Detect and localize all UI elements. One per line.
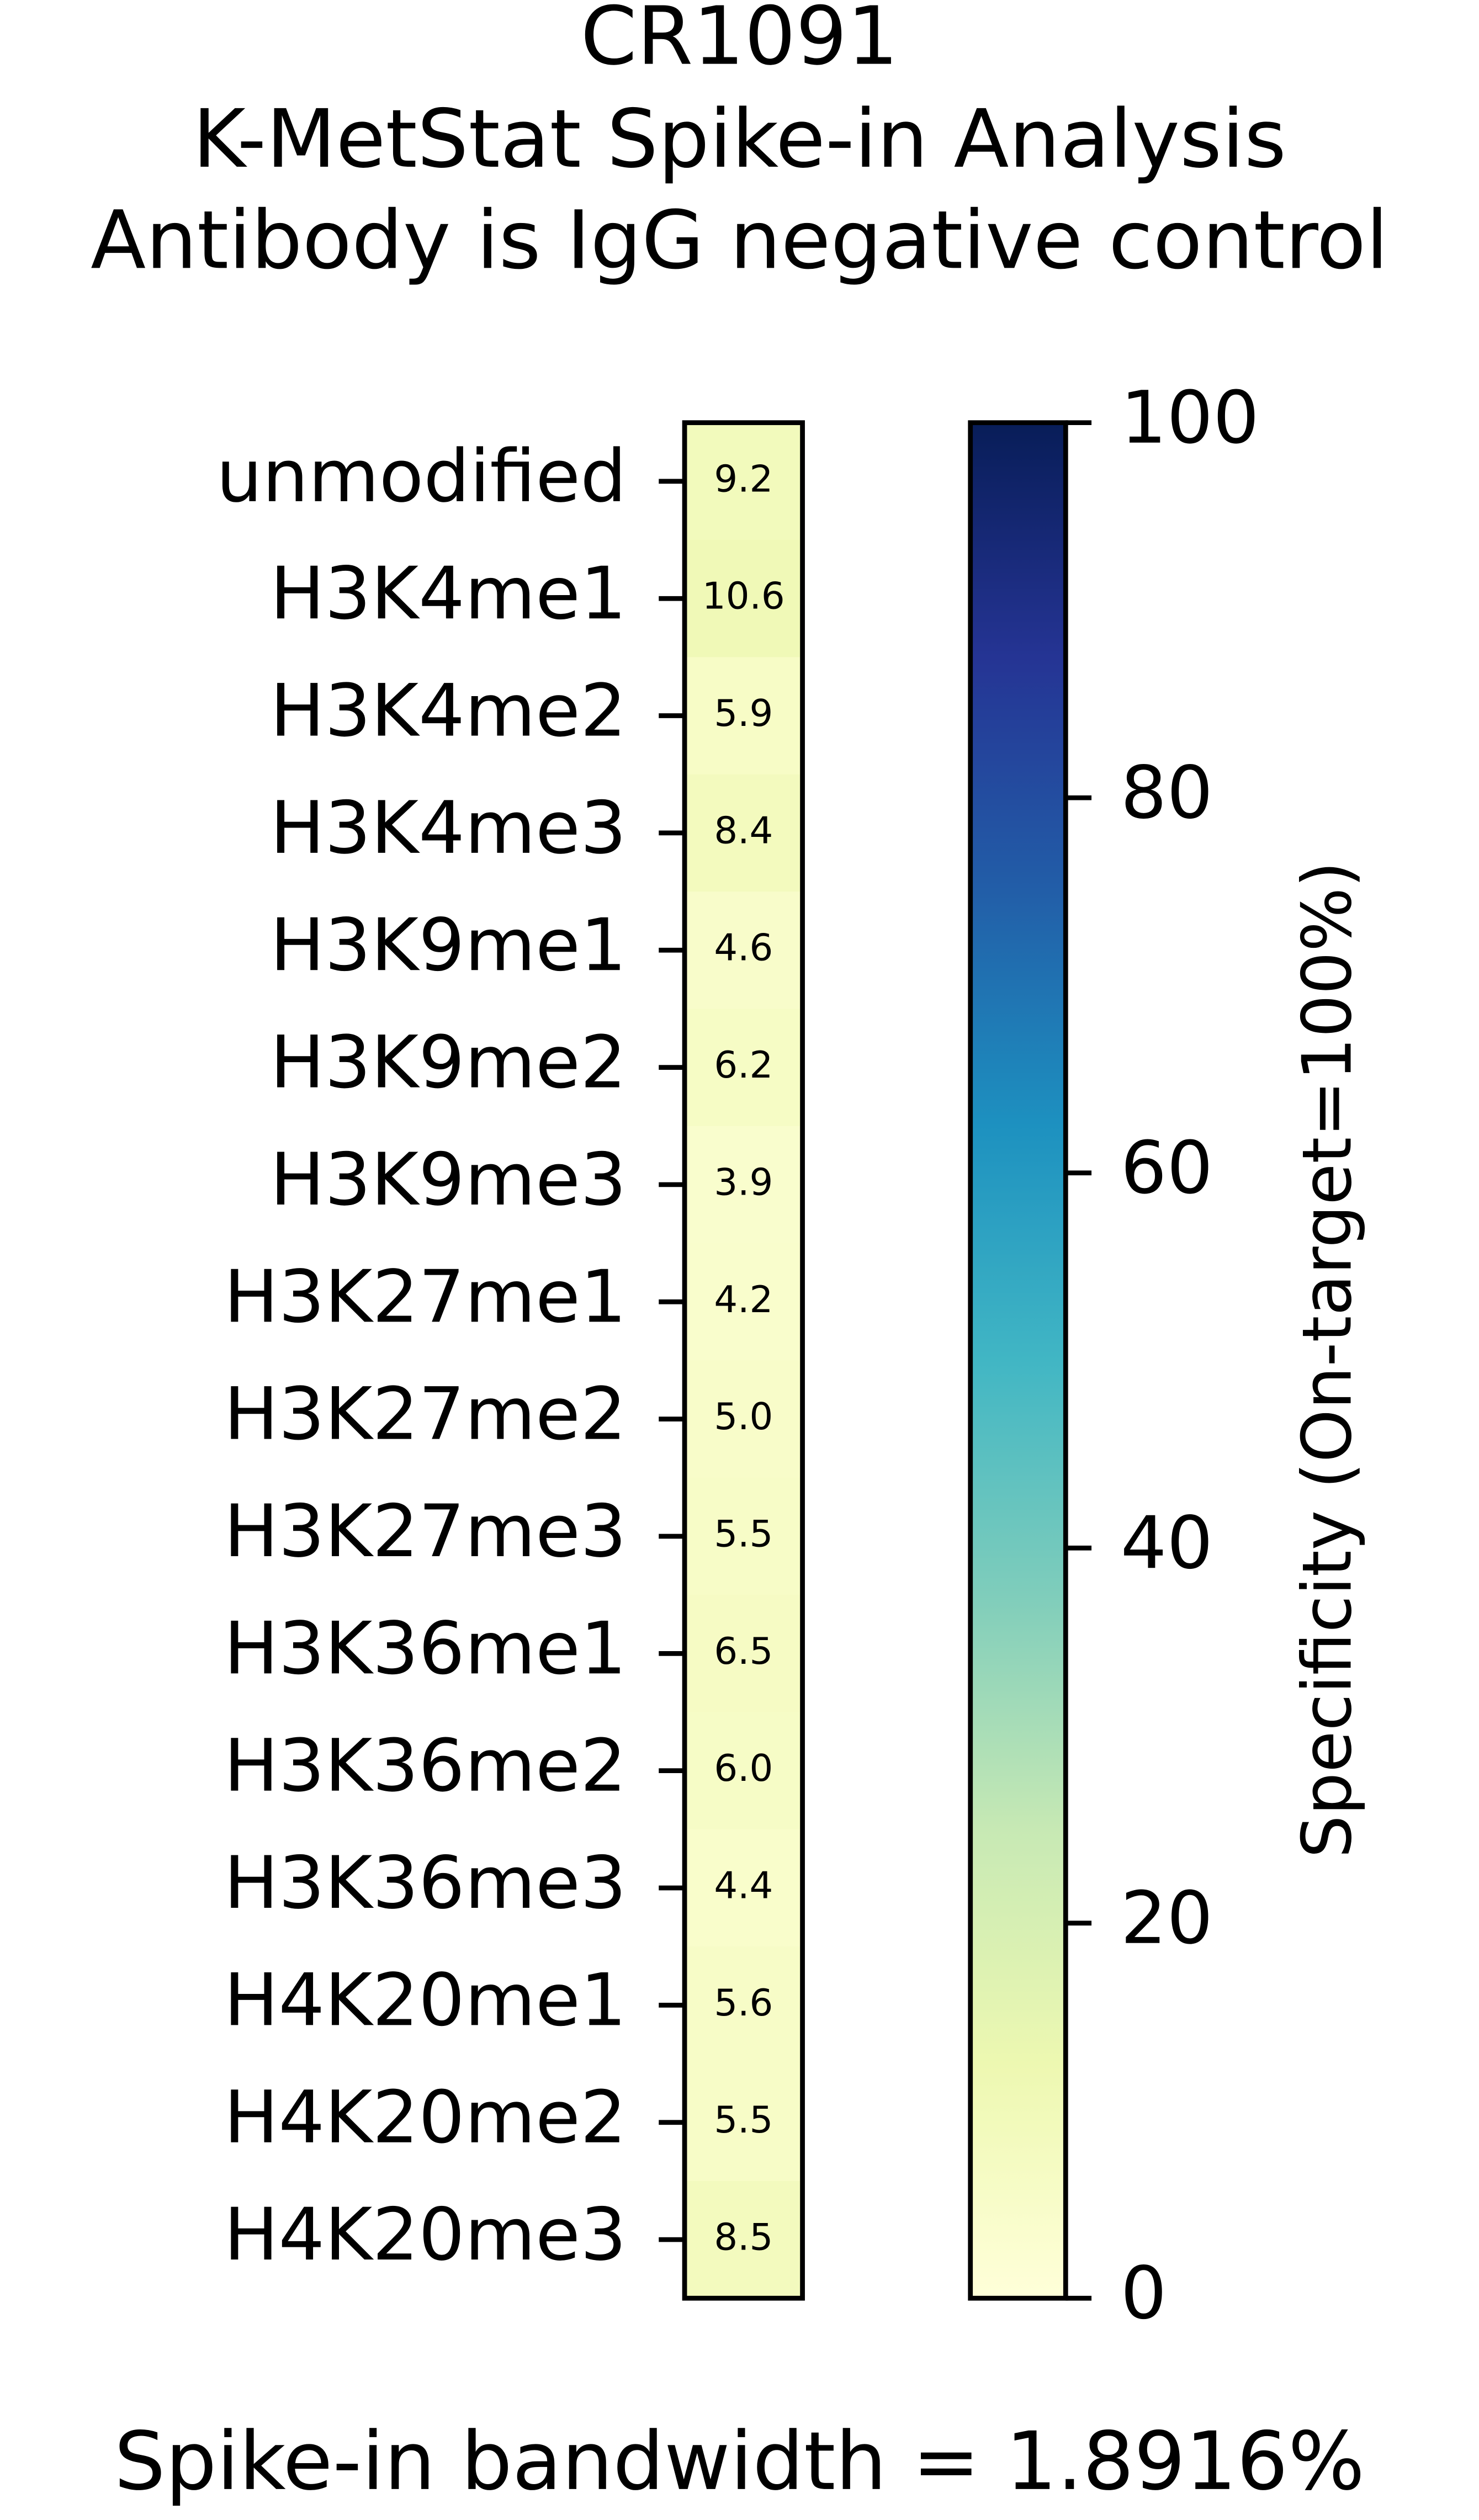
chart-title: CR1091 (581, 0, 899, 83)
row-label: H3K36me2 (224, 1723, 626, 1808)
row-label: H4K20me3 (224, 2192, 626, 2277)
row-label: H3K4me2 (270, 669, 627, 753)
heatmap-cell (685, 1477, 803, 1596)
row-label: H4K20me2 (224, 2075, 626, 2160)
chart-title: Antibody is IgG negative control (91, 194, 1388, 288)
colorbar-label: Specificity (On-target=100%) (1287, 861, 1366, 1858)
heatmap-cell (685, 540, 803, 658)
cell-label: 5.6 (714, 1981, 773, 2024)
heatmap-cell (685, 1360, 803, 1479)
annotation: Spike-in bandwidth = 1.8916% (114, 2415, 1365, 2508)
row-label: H3K9me2 (270, 1020, 627, 1105)
heatmap-cell (685, 1595, 803, 1713)
row-label: H3K27me1 (224, 1255, 626, 1339)
cell-label: 3.9 (714, 1161, 773, 1204)
cell-label: 4.2 (714, 1278, 773, 1321)
heatmap-cell (685, 1712, 803, 1831)
row-label: H3K36me3 (224, 1840, 626, 1925)
heatmap-cell (685, 1946, 803, 2065)
row-label: H3K4me3 (270, 786, 627, 870)
colorbar-tick-label: 20 (1121, 1876, 1213, 1960)
heatmap-cell (685, 1243, 803, 1361)
cell-label: 5.5 (714, 2098, 773, 2141)
row-label: H3K36me1 (224, 1606, 626, 1691)
heatmap-cell (685, 422, 803, 541)
row-label: H3K4me1 (270, 551, 627, 636)
cell-label: 4.6 (714, 926, 773, 969)
colorbar-tick-label: 60 (1121, 1126, 1213, 1210)
heatmap-cell (685, 1009, 803, 1127)
colorbar-tick-label: 40 (1121, 1501, 1213, 1585)
row-label: H3K9me1 (270, 903, 627, 988)
heatmap-cell (685, 2181, 803, 2299)
row-label: H3K9me3 (270, 1137, 627, 1222)
colorbar-tick-label: 100 (1121, 375, 1259, 460)
heatmap-cell (685, 892, 803, 1010)
cell-label: 6.5 (714, 1630, 773, 1673)
cell-label: 6.2 (714, 1043, 773, 1086)
cell-label: 9.2 (714, 458, 773, 501)
colorbar (968, 420, 1068, 2301)
heatmap-cell (685, 1829, 803, 1948)
heatmap-cell (685, 1126, 803, 1244)
cell-label: 5.0 (714, 1395, 773, 1438)
cell-label: 5.9 (714, 692, 773, 735)
chart-title: K-MetStat Spike-in Analysis (193, 93, 1286, 186)
cell-label: 4.4 (714, 1864, 773, 1907)
cell-label: 6.0 (714, 1747, 773, 1790)
row-label: H3K27me3 (224, 1489, 626, 1573)
cell-label: 8.4 (714, 809, 773, 852)
cell-label: 10.6 (702, 575, 785, 618)
row-label: H4K20me1 (224, 1958, 626, 2042)
heatmap-cell (685, 2063, 803, 2182)
cell-label: 8.5 (714, 2216, 773, 2259)
colorbar-tick-label: 80 (1121, 751, 1213, 835)
row-label: H3K27me2 (224, 1372, 626, 1456)
heatmap-cell (685, 774, 803, 893)
row-label: unmodified (216, 434, 627, 518)
colorbar-tick-label: 0 (1121, 2251, 1167, 2336)
heatmap-frame (682, 420, 805, 2301)
cell-label: 5.5 (714, 1513, 773, 1556)
heatmap-cell (685, 657, 803, 776)
